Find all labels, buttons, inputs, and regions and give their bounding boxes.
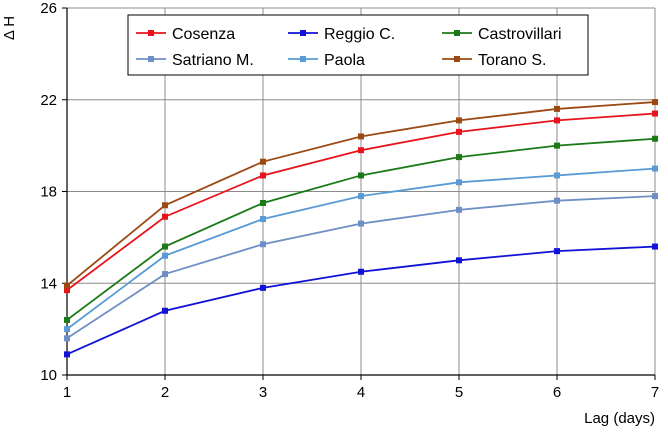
data-point [162, 213, 168, 220]
legend-item: Torano S. [442, 52, 546, 69]
data-point [456, 179, 462, 186]
y-tick-label: 10 [40, 367, 57, 384]
data-point [64, 351, 70, 358]
legend-swatch-marker [454, 56, 460, 62]
y-tick-label: 26 [40, 0, 57, 17]
series-cosenza [64, 110, 658, 294]
data-point [162, 252, 168, 259]
x-tick-label: 4 [357, 384, 365, 401]
data-point [260, 241, 266, 248]
data-point [358, 220, 364, 227]
legend-label: Castrovillari [478, 26, 562, 43]
series-satriano-m [64, 193, 658, 342]
data-point [358, 147, 364, 154]
data-point [162, 307, 168, 314]
data-point [456, 257, 462, 264]
data-point [554, 105, 560, 112]
data-point [554, 117, 560, 124]
legend: Cosenza Reggio C. Castrovillari Satriano M.… [127, 14, 589, 76]
data-point [456, 128, 462, 135]
data-point [260, 284, 266, 291]
data-point [358, 193, 364, 200]
data-point [652, 135, 658, 142]
x-tick-label: 6 [553, 384, 561, 401]
y-axis-title: Δ H [1, 16, 18, 40]
legend-swatch-marker [454, 30, 460, 36]
series-castrovillari [64, 135, 658, 323]
data-point [64, 316, 70, 323]
data-point [260, 172, 266, 179]
legend-item: Reggio C. [288, 26, 395, 43]
x-tick-label: 1 [63, 384, 71, 401]
data-point [456, 117, 462, 124]
data-point [652, 99, 658, 106]
x-tick-label: 5 [455, 384, 463, 401]
data-point [358, 172, 364, 179]
legend-label: Reggio C. [324, 26, 395, 43]
legend-item: Cosenza [136, 26, 235, 43]
data-point [260, 216, 266, 223]
data-point [64, 287, 70, 294]
data-point [358, 268, 364, 275]
data-point [162, 202, 168, 209]
data-point [652, 243, 658, 250]
data-point [358, 133, 364, 140]
data-point [652, 110, 658, 117]
y-tick-label: 18 [40, 184, 57, 201]
data-point [554, 172, 560, 179]
data-point [260, 199, 266, 206]
data-point [456, 206, 462, 213]
data-point [162, 271, 168, 278]
series-torano-s [64, 99, 658, 289]
x-axis-title: Lag (days) [584, 410, 655, 427]
legend-item: Paola [288, 52, 365, 69]
axes: Δ H Lag (days) 10 14 18 22 26 1 2 3 4 5 6 7 [1, 0, 659, 427]
data-point [260, 158, 266, 165]
data-point [554, 248, 560, 255]
legend-item: Satriano M. [136, 52, 254, 69]
y-tick-label: 14 [40, 275, 57, 292]
legend-label: Paola [324, 52, 365, 69]
legend-swatch-marker [148, 30, 154, 36]
series-paola [64, 165, 658, 333]
x-tick-label: 2 [161, 384, 169, 401]
data-point [554, 142, 560, 149]
data-point [652, 165, 658, 172]
series-reggio-c [64, 243, 658, 358]
legend-box [127, 14, 589, 76]
data-point [64, 335, 70, 342]
data-point [554, 197, 560, 204]
legend-label: Cosenza [172, 26, 235, 43]
legend-label: Torano S. [478, 52, 546, 69]
series-group [64, 99, 658, 358]
legend-item: Castrovillari [442, 26, 562, 43]
y-tick-label: 22 [40, 92, 57, 109]
x-tick-label: 7 [651, 384, 659, 401]
data-point [652, 193, 658, 200]
data-point [162, 243, 168, 250]
data-point [64, 282, 70, 289]
legend-swatch-marker [300, 30, 306, 36]
x-tick-label: 3 [259, 384, 267, 401]
legend-swatch-marker [148, 56, 154, 62]
data-point [64, 326, 70, 333]
data-point [456, 154, 462, 161]
legend-swatch-marker [300, 56, 306, 62]
legend-label: Satriano M. [172, 52, 254, 69]
